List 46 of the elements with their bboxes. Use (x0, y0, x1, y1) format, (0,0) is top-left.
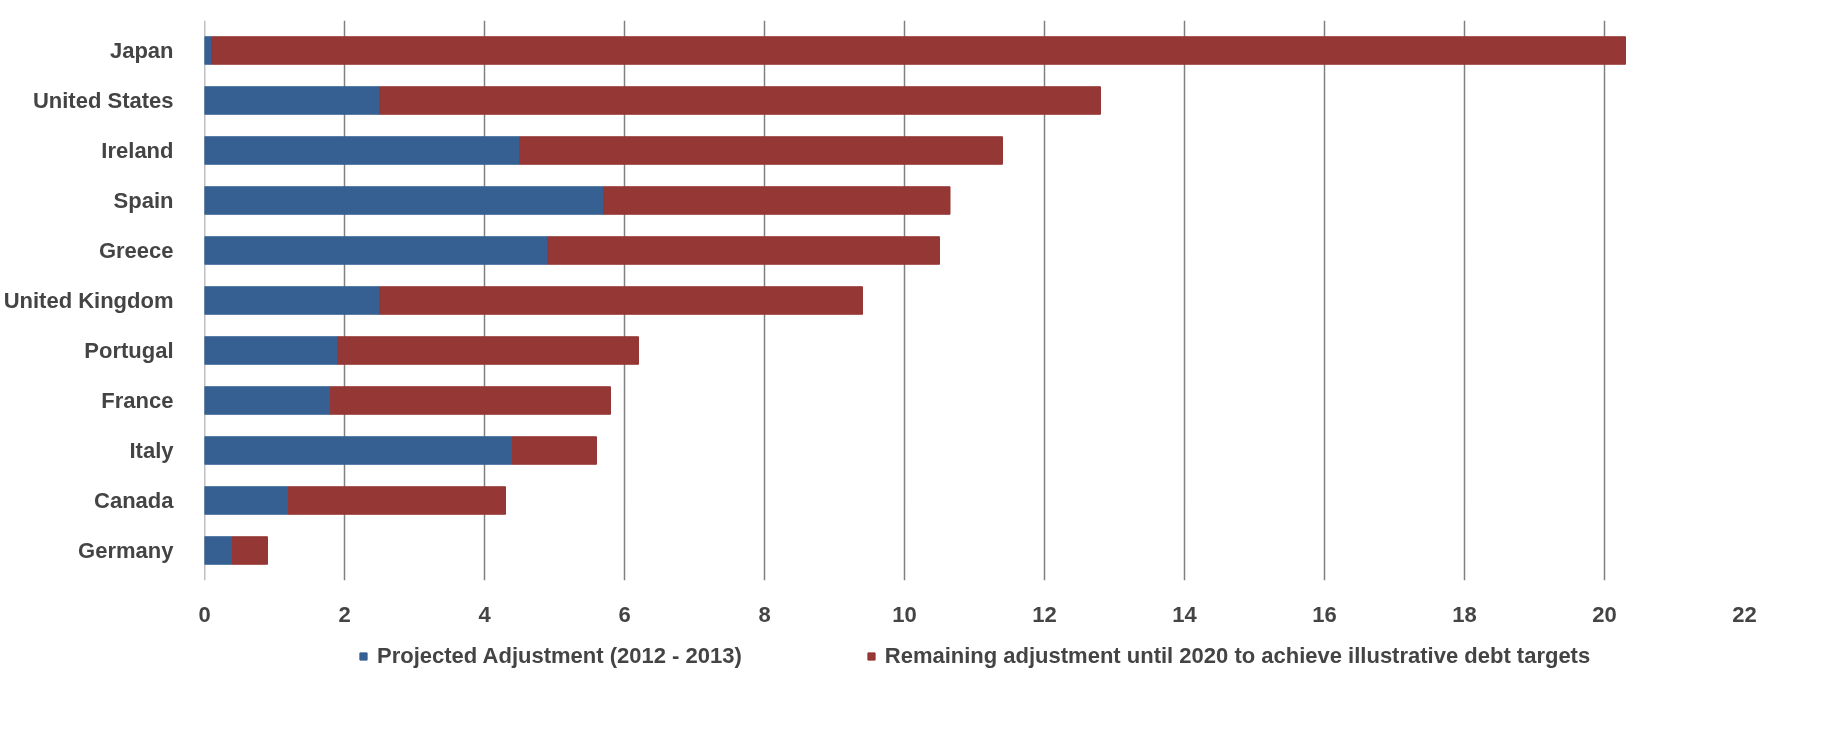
bar (204, 386, 331, 415)
x-tick-label: 2 (338, 601, 351, 627)
x-tick-label: 0 (198, 601, 211, 627)
y-tick-label: Greece (98, 238, 174, 263)
y-tick-label: Japan (109, 38, 174, 63)
bar (379, 86, 1101, 115)
bar (379, 286, 863, 315)
bar (204, 336, 338, 365)
bar (204, 486, 289, 515)
x-tick-label: 20 (1592, 601, 1617, 627)
y-tick-label: Portugal (84, 338, 174, 363)
bar (288, 486, 506, 515)
y-tick-label: France (101, 388, 174, 413)
x-tick-label: 16 (1312, 601, 1337, 627)
bar (603, 186, 951, 215)
x-tick-label: 12 (1032, 601, 1057, 627)
legend-label: Remaining adjustment until 2020 to achieve illustrative debt targets (884, 643, 1591, 669)
bar (512, 436, 597, 465)
bar (204, 536, 233, 565)
x-tick-label: 8 (758, 601, 771, 627)
bar (204, 136, 520, 165)
bar (337, 336, 639, 365)
bar (232, 536, 268, 565)
bar (519, 136, 1003, 165)
bar (204, 436, 513, 465)
bar (204, 286, 380, 315)
x-tick-label: 4 (478, 601, 492, 627)
bar (204, 86, 380, 115)
bar (204, 186, 604, 215)
y-tick-label: United States (32, 88, 174, 113)
x-tick-label: 18 (1452, 601, 1477, 627)
y-tick-label: Ireland (101, 138, 174, 163)
x-tick-label: 22 (1732, 601, 1757, 627)
x-tick-label: 10 (892, 601, 917, 627)
y-tick-label: Italy (129, 438, 175, 463)
y-tick-label: Germany (78, 538, 175, 563)
bar (211, 36, 1626, 65)
bar (330, 386, 611, 415)
bar (547, 236, 940, 265)
x-tick-label: 6 (618, 601, 631, 627)
y-tick-label: Canada (94, 488, 175, 513)
y-tick-label: United Kingdom (3, 288, 174, 313)
bar (204, 236, 548, 265)
y-tick-label: Spain (113, 188, 174, 213)
x-tick-label: 14 (1172, 601, 1198, 627)
legend-label: Projected Adjustment (2012 - 2013) (377, 643, 742, 669)
